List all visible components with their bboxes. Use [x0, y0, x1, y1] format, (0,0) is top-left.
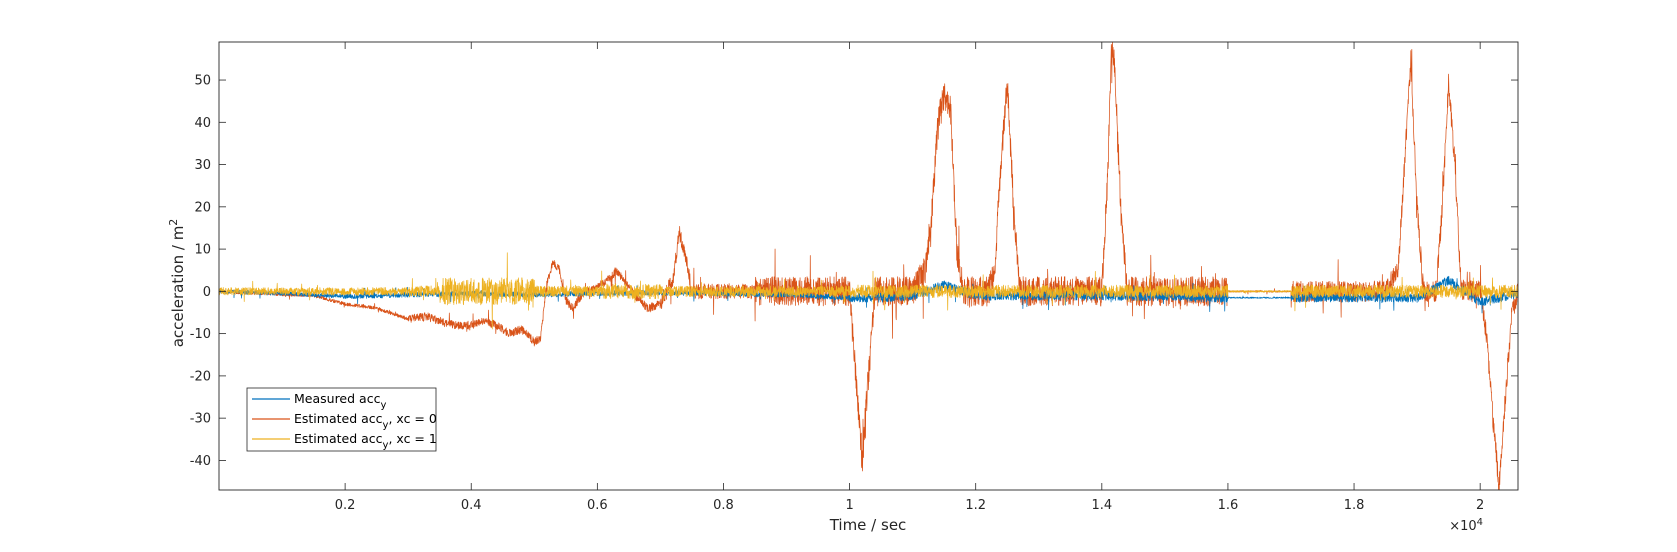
legend: Measured accy Estimated accy, xc = 0 Est… — [246, 387, 437, 452]
x-axis-exponent-base: ×10 — [1449, 519, 1476, 534]
y-tick-label: 50 — [194, 74, 211, 89]
y-tick-label: -20 — [190, 369, 211, 384]
x-axis-exponent: ×104 — [1449, 517, 1483, 534]
y-tick-label: 20 — [194, 200, 211, 215]
y-axis-label-base: acceleration / m — [169, 226, 187, 348]
x-tick-label: 2 — [1476, 498, 1484, 513]
x-tick-label: 1.6 — [1218, 498, 1239, 513]
y-tick-label: -10 — [190, 327, 211, 342]
y-tick-label: -30 — [190, 412, 211, 427]
y-tick-label: 40 — [194, 116, 211, 131]
x-tick-label: 0.8 — [713, 498, 734, 513]
series-estimated-xc1-line — [218, 252, 1519, 330]
legend-label-estimated-xc0-base: Estimated acc — [294, 411, 383, 426]
x-tick-label: 1 — [845, 498, 853, 513]
legend-label-estimated-xc0-sub: y — [383, 420, 389, 431]
x-tick-label: 0.2 — [335, 498, 356, 513]
ticks-layer: 0.2 0.4 0.6 0.8 1 1.2 1.4 1.6 1.8 2 -40 -30 -20 -10 0 1… — [190, 42, 1518, 513]
legend-label-estimated-xc1-suffix: , xc = 1 — [388, 431, 436, 446]
y-axis-label-superscript: 2 — [167, 219, 180, 226]
legend-item-estimated-xc1: Estimated accy, xc = 1 — [252, 431, 437, 451]
legend-label-measured-base: Measured acc — [294, 391, 381, 406]
series-layer — [218, 41, 1519, 491]
plot-frame — [218, 41, 1519, 491]
x-axis-exponent-power: 4 — [1477, 517, 1483, 528]
y-axis-label: acceleration / m2 — [167, 219, 187, 348]
legend-label-estimated-xc1: Estimated accy, xc = 1 — [294, 431, 437, 451]
x-tick-label: 1.2 — [965, 498, 986, 513]
x-axis-label: Time / sec — [829, 516, 907, 534]
legend-label-estimated-xc0: Estimated accy, xc = 0 — [294, 411, 437, 431]
y-tick-label: 0 — [203, 285, 211, 300]
series-estimated-xc0-line — [218, 41, 1519, 491]
x-tick-label: 1.4 — [1091, 498, 1112, 513]
legend-label-estimated-xc0-suffix: , xc = 0 — [388, 411, 436, 426]
legend-label-measured: Measured accy — [294, 391, 386, 411]
legend-label-estimated-xc1-base: Estimated acc — [294, 431, 383, 446]
x-tick-label: 0.4 — [461, 498, 482, 513]
legend-label-measured-sub: y — [380, 400, 386, 411]
legend-item-measured: Measured accy — [252, 391, 386, 411]
legend-item-estimated-xc0: Estimated accy, xc = 0 — [252, 411, 437, 431]
y-tick-label: 30 — [194, 158, 211, 173]
x-tick-label: 0.6 — [587, 498, 608, 513]
y-tick-label: -40 — [190, 454, 211, 469]
x-tick-label: 1.8 — [1344, 498, 1365, 513]
legend-label-estimated-xc1-sub: y — [383, 440, 389, 451]
y-tick-label: 10 — [194, 243, 211, 258]
